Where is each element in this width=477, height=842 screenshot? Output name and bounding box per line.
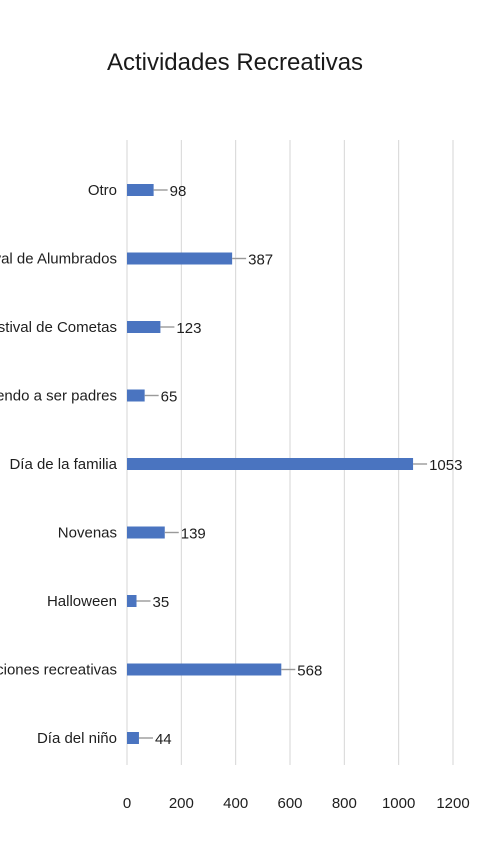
bar (127, 526, 165, 539)
category-label: Otro (88, 182, 117, 199)
bar (127, 732, 139, 744)
data-label: 35 (153, 594, 170, 611)
bar (127, 389, 145, 402)
chart-title: Actividades Recreativas (107, 49, 363, 76)
data-label: 98 (170, 183, 187, 200)
data-label: 568 (297, 663, 322, 680)
x-axis-ticks: 0 200 400 600 800 1000 1200 (123, 795, 470, 812)
x-tick-label: 800 (332, 795, 357, 812)
category-label: Día del niño (37, 730, 117, 747)
x-tick-label: 400 (223, 795, 248, 812)
bar (127, 252, 233, 265)
category-label: Día de la familia (9, 456, 117, 473)
category-label: Aprendiendo a ser padres (0, 388, 117, 405)
category-label: Festival de Cometas (0, 319, 117, 336)
bars (127, 184, 428, 744)
bar (127, 595, 137, 607)
category-labels: Otro 98 Festival de Alumbrados 387 Festival … (0, 182, 462, 748)
x-tick-label: 1000 (382, 795, 415, 812)
x-tick-label: 1200 (436, 795, 469, 812)
bar (127, 458, 414, 470)
bar (127, 184, 154, 196)
data-label: 387 (248, 252, 273, 269)
x-tick-label: 0 (123, 795, 131, 812)
x-tick-label: 600 (277, 795, 302, 812)
category-label: Festival de Alumbrados (0, 251, 117, 268)
bar (127, 321, 161, 333)
data-label: 1053 (429, 457, 462, 474)
category-label: Halloween (47, 593, 117, 610)
category-label: Novenas (58, 525, 117, 542)
gridlines (126, 140, 454, 765)
data-label: 139 (181, 526, 206, 543)
data-label: 65 (161, 389, 178, 406)
category-label: Vacaciones recreativas (0, 662, 117, 679)
x-tick-label: 200 (169, 795, 194, 812)
bar (127, 663, 282, 676)
data-label: 123 (176, 320, 201, 337)
data-label: 44 (155, 731, 172, 748)
